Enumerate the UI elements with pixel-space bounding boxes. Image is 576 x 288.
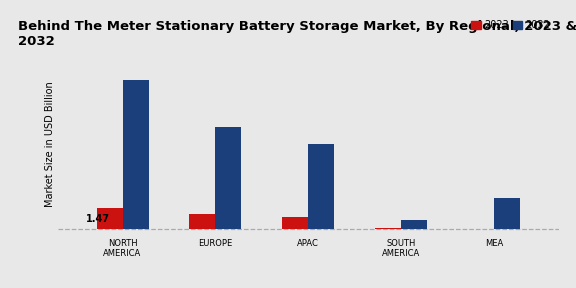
Bar <box>97 208 123 229</box>
Text: 1.47: 1.47 <box>85 214 109 224</box>
Bar <box>494 198 520 229</box>
Legend: 2023, 2032: 2023, 2032 <box>467 16 554 34</box>
Bar <box>215 127 241 229</box>
Bar <box>308 144 334 229</box>
Bar <box>123 80 149 229</box>
Bar <box>190 214 215 229</box>
Text: Behind The Meter Stationary Battery Storage Market, By Regional, 2023 &
2032: Behind The Meter Stationary Battery Stor… <box>17 20 576 48</box>
Bar <box>282 217 308 229</box>
Y-axis label: Market Size in USD Billion: Market Size in USD Billion <box>45 81 55 207</box>
Bar <box>401 220 427 229</box>
Bar <box>375 228 401 229</box>
